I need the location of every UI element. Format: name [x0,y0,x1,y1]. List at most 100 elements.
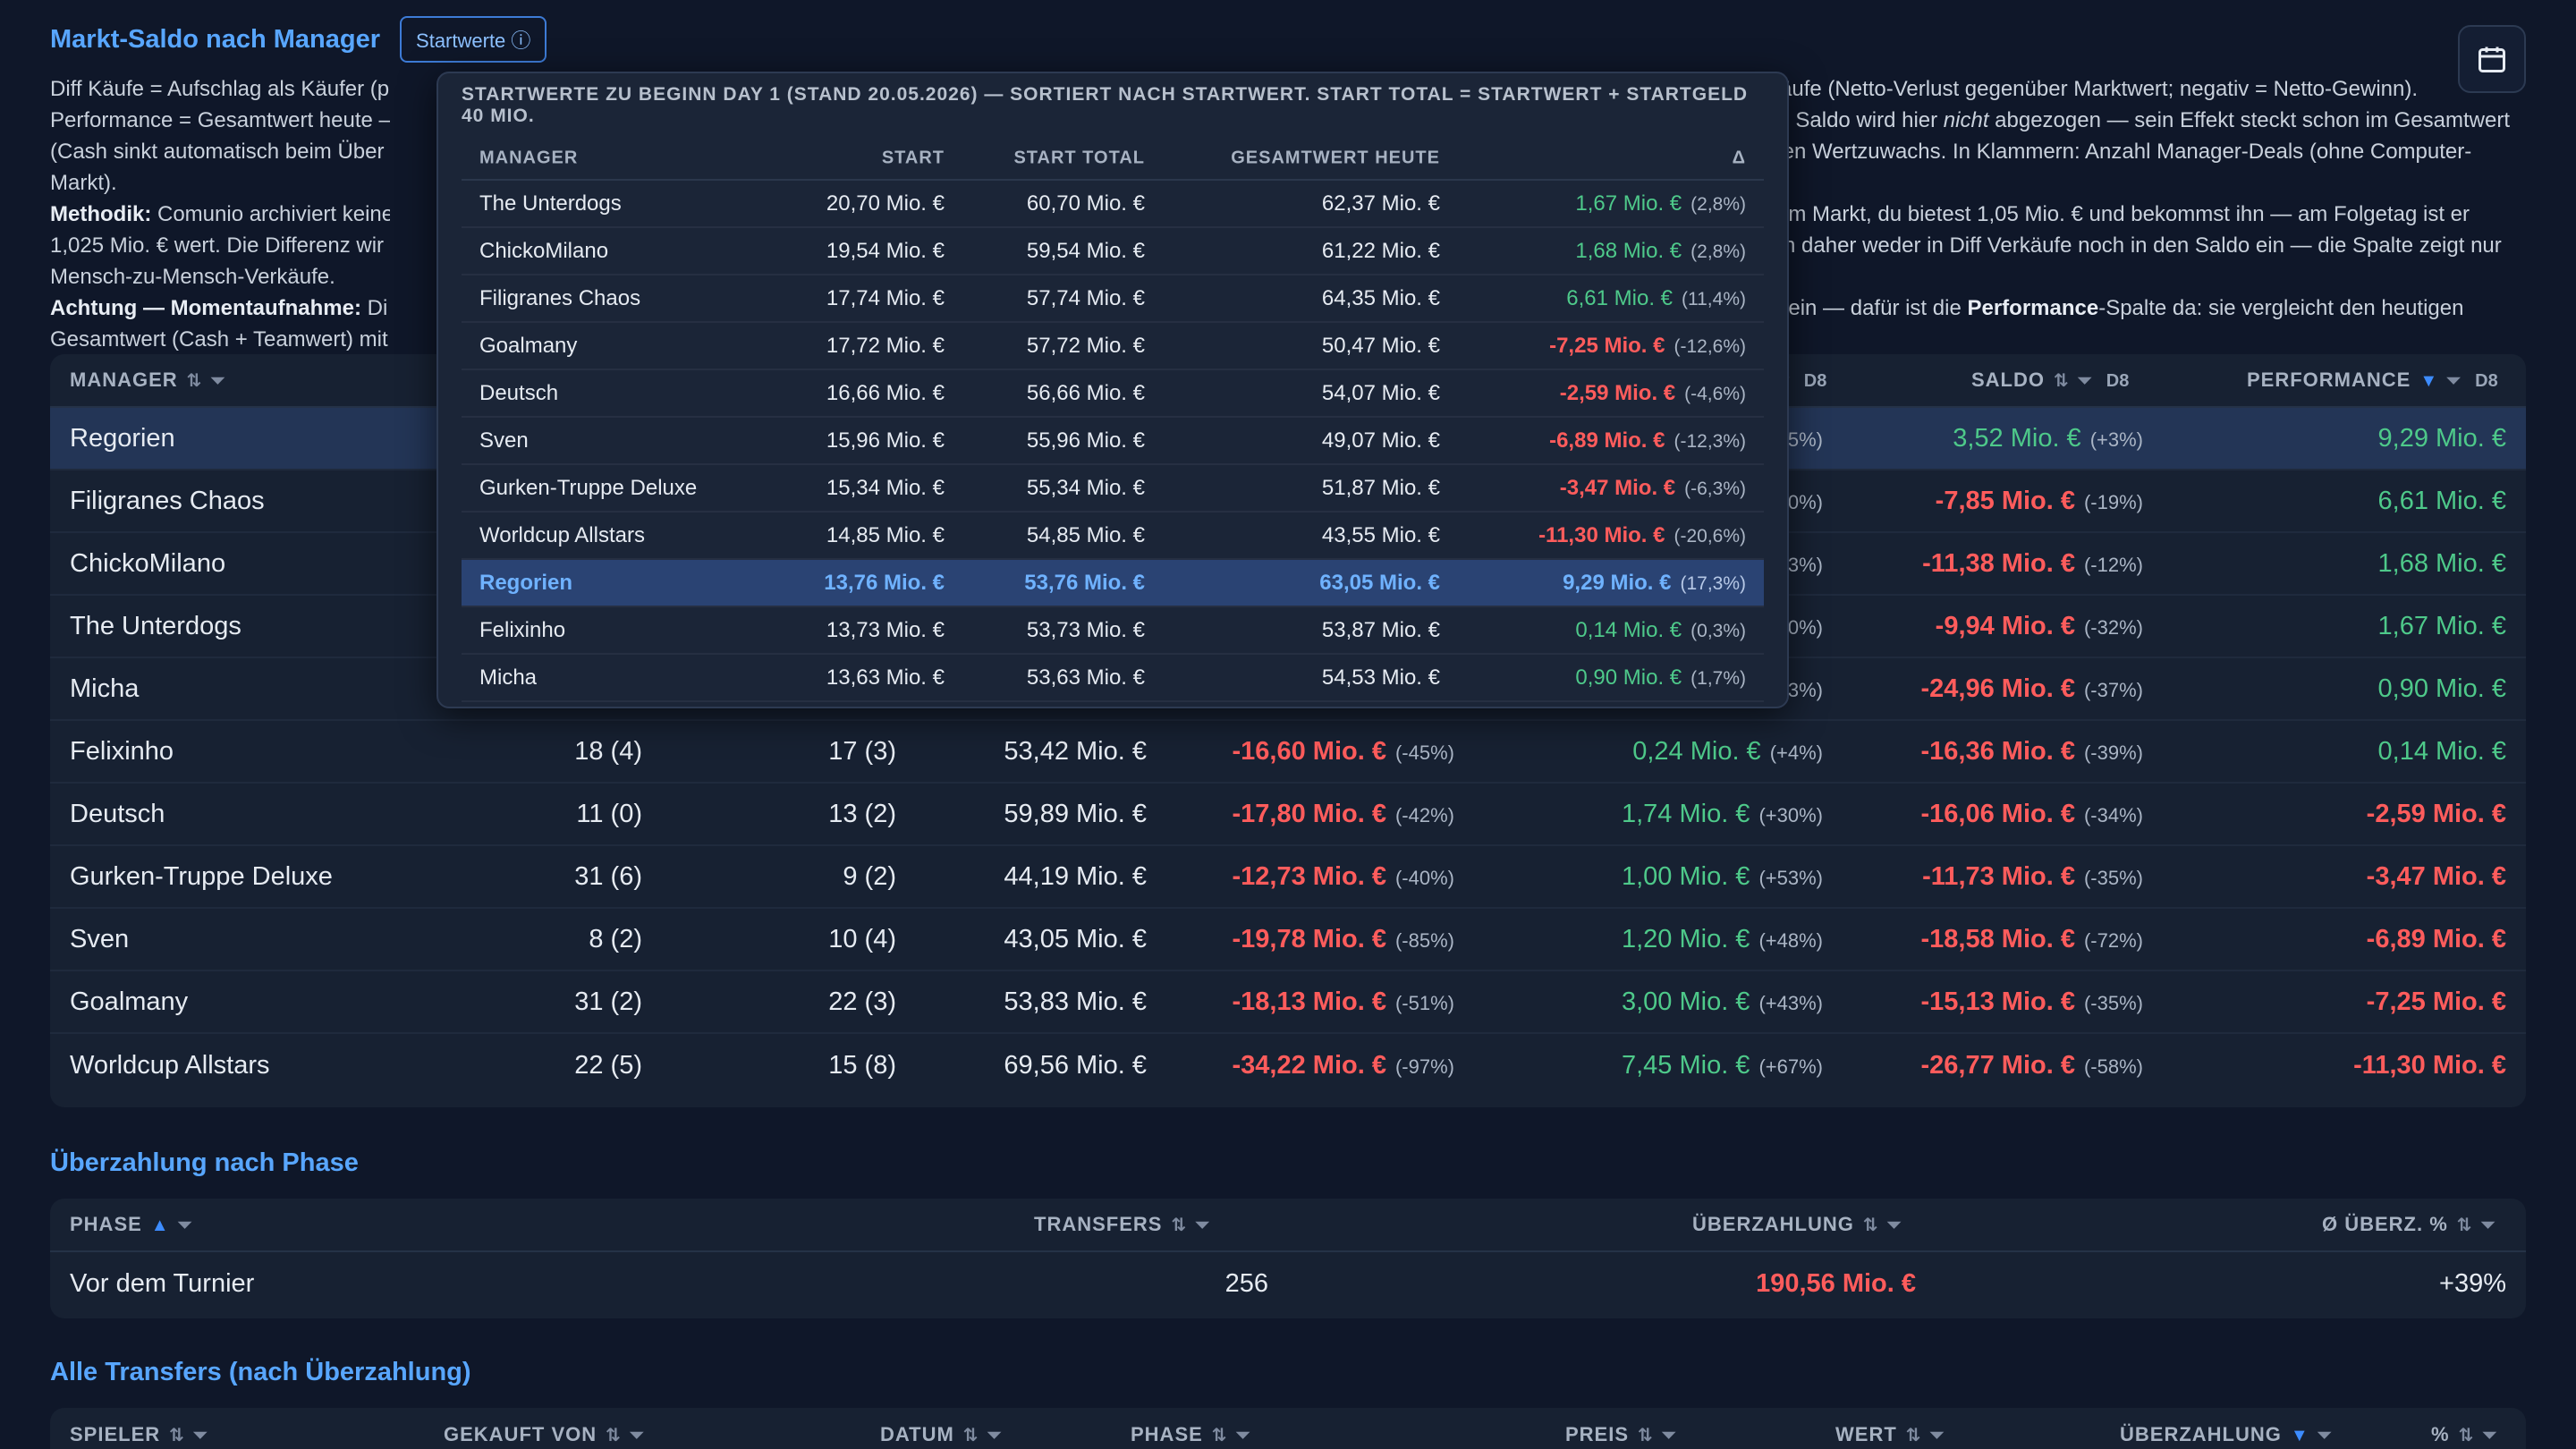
desc-line: Markt). [50,171,117,195]
col-header-saldo[interactable]: SALDO ⇅ ⏷ D8 [1971,369,2130,391]
popup-col-manager: MANAGER [479,148,579,168]
table-row[interactable]: Vor dem Turnier 256 190,56 Mio. € +39% [50,1252,2526,1315]
c1-cell: 31 (6) [574,861,642,891]
c3-cell: 59,89 Mio. € [1004,799,1147,828]
c2-cell: 17 (3) [828,736,896,766]
c5-cell: 7,45 Mio. € (+67%) [1621,1050,1823,1080]
sort-icon[interactable]: ⇅ [1171,1216,1187,1235]
popup-start-cell: 15,34 Mio. € [826,475,945,500]
filter-icon[interactable]: ⏷ [1929,1426,1945,1445]
col-header-wert[interactable]: WERT ⇅ ⏷ [1835,1423,1945,1445]
popup-gesamt-cell: 63,05 Mio. € [1319,570,1440,595]
popup-delta-cell: -2,59 Mio. € (-4,6%) [1559,380,1746,405]
sort-icon[interactable]: ⇅ [1211,1426,1227,1445]
filter-icon[interactable]: ⏷ [1195,1216,1210,1235]
col-header-performance[interactable]: PERFORMANCE ▼ ⏷ D8 [2247,369,2498,391]
col-header-ueberzahlung[interactable]: ÜBERZAHLUNG ▼ ⏷ [2120,1423,2332,1445]
sort-desc-icon[interactable]: ▼ [2290,1426,2309,1445]
popup-delta-cell: 9,29 Mio. € (17,3%) [1563,570,1746,595]
sort-icon[interactable]: ⇅ [606,1426,621,1445]
sort-icon[interactable]: ⇅ [2054,371,2069,391]
avg-cell: +39% [2439,1268,2506,1298]
col-header-manager[interactable]: MANAGER ⇅ ⏷ [70,369,225,391]
sort-icon[interactable]: ⇅ [2456,1216,2472,1235]
sort-desc-icon[interactable]: ▼ [2419,371,2438,391]
popup-col-delta: Δ [1732,148,1746,168]
saldo-cell: -15,13 Mio. € (-35%) [1920,987,2143,1016]
col-header-phase[interactable]: PHASE ▲ ⏷ [70,1213,192,1235]
sort-icon[interactable]: ⇅ [962,1426,979,1445]
c3-cell: 53,42 Mio. € [1004,736,1147,766]
sort-icon[interactable]: ⇅ [1638,1426,1653,1445]
popup-total-cell: 57,72 Mio. € [1026,333,1145,358]
performance-cell: 9,29 Mio. € [2377,423,2506,453]
filter-icon[interactable]: ⏷ [987,1426,1002,1445]
c1-cell: 22 (5) [574,1050,642,1080]
filter-icon[interactable]: ⏷ [1235,1426,1250,1445]
table-row[interactable]: Deutsch 11 (0) 13 (2) 59,89 Mio. € -17,80 Mi… [50,784,2526,846]
c4-cell: -16,60 Mio. € (-45%) [1232,736,1454,766]
filter-icon[interactable]: ⏷ [1661,1426,1676,1445]
col-header-spieler[interactable]: SPIELER ⇅ ⏷ [70,1423,208,1445]
manager-cell: The Unterdogs [70,611,242,640]
popup-manager-cell: Regorien [479,570,573,595]
desc-line: Methodik: Comunio archiviert keine [50,202,390,226]
table-row[interactable]: Gurken-Truppe Deluxe 31 (6) 9 (2) 44,19 Mio… [50,846,2526,909]
popup-gesamt-cell: 64,35 Mio. € [1321,285,1440,310]
saldo-cell: -16,36 Mio. € (-39%) [1920,736,2143,766]
sort-icon[interactable]: ⇅ [2458,1426,2474,1445]
col-header-pct[interactable]: % ⇅ ⏷ [2431,1423,2497,1445]
desc-line: 1,025 Mio. € wert. Die Differenz wir [50,233,385,258]
sort-icon[interactable]: ⇅ [169,1426,184,1445]
sort-icon[interactable]: ⇅ [186,371,202,391]
desc-line: Performance = Gesamtwert heute – [50,108,390,132]
startwerte-button[interactable]: Startwerte ⓘ [400,16,547,63]
filter-icon[interactable]: ⏷ [2480,1216,2496,1235]
popup-heading: STARTWERTE ZU BEGINN DAY 1 (STAND 20.05.… [462,84,1749,126]
col-header-avg[interactable]: Ø ÜBERZ. % ⇅ ⏷ [2322,1213,2496,1235]
sort-icon[interactable]: ⇅ [1905,1426,1921,1445]
table-row[interactable]: Sven 8 (2) 10 (4) 43,05 Mio. € -19,78 Mio. €… [50,909,2526,971]
filter-icon[interactable]: ⏷ [1886,1216,1902,1235]
popup-row: Goalmany 17,72 Mio. € 57,72 Mio. € 50,47 Mi… [462,323,1764,370]
desc-line: Mensch-zu-Mensch-Verkäufe. [50,265,335,289]
table-header: PHASE ▲ ⏷ TRANSFERS ⇅ ⏷ ÜBERZAHLUNG ⇅ ⏷ Ø ÜBER… [50,1199,2526,1252]
popup-delta-cell: -3,47 Mio. € (-6,3%) [1559,475,1746,500]
filter-icon[interactable]: ⏷ [177,1216,192,1235]
filter-icon[interactable]: ⏷ [2482,1426,2497,1445]
popup-gesamt-cell: 50,47 Mio. € [1321,333,1440,358]
table-row[interactable]: Worldcup Allstars 22 (5) 15 (8) 69,56 Mio. … [50,1034,2526,1097]
filter-icon[interactable]: ⏷ [629,1426,644,1445]
filter-icon[interactable]: ⏷ [2446,371,2462,391]
desc-line: nicht ein — dafür ist die Performance-Sp… [1737,296,2464,320]
table-row[interactable]: Felixinho 18 (4) 17 (3) 53,42 Mio. € -16,60 … [50,721,2526,784]
col-header-datum[interactable]: DATUM ⇅ ⏷ [880,1423,1002,1445]
popup-manager-cell: Sven [479,428,529,453]
popup-manager-cell: The Unterdogs [479,191,622,216]
col-header-phase[interactable]: PHASE ⇅ ⏷ [1131,1423,1250,1445]
filter-icon[interactable]: ⏷ [192,1426,208,1445]
popup-start-cell: 15,96 Mio. € [826,428,945,453]
col-header-transfers[interactable]: TRANSFERS ⇅ ⏷ [1034,1213,1210,1235]
popup-row: Micha 13,63 Mio. € 53,63 Mio. € 54,53 Mio. … [462,655,1764,702]
c4-cell: -17,80 Mio. € (-42%) [1232,799,1454,828]
c1-cell: 11 (0) [576,799,642,828]
sort-asc-icon[interactable]: ▲ [150,1216,169,1235]
c5-cell: 3,00 Mio. € (+43%) [1621,987,1823,1016]
col-header-preis[interactable]: PREIS ⇅ ⏷ [1565,1423,1676,1445]
col-header-ueberzahlung[interactable]: ÜBERZAHLUNG ⇅ ⏷ [1692,1213,1902,1235]
sort-icon[interactable]: ⇅ [1862,1216,1878,1235]
performance-cell: 0,14 Mio. € [2377,736,2506,766]
manager-cell: Deutsch [70,799,165,828]
popup-gesamt-cell: 54,07 Mio. € [1321,380,1440,405]
popup-row: Deutsch 16,66 Mio. € 56,66 Mio. € 54,07 Mio… [462,370,1764,418]
popup-col-start: START [881,148,945,168]
filter-icon[interactable]: ⏷ [210,371,225,391]
col-header-gekauft-von[interactable]: GEKAUFT VON ⇅ ⏷ [444,1423,644,1445]
saldo-cell: -7,85 Mio. € (-19%) [1935,486,2143,515]
calendar-button[interactable] [2458,25,2526,93]
filter-icon[interactable]: ⏷ [2077,371,2092,391]
popup-row: Worldcup Allstars 14,85 Mio. € 54,85 Mio. … [462,513,1764,560]
table-row[interactable]: Goalmany 31 (2) 22 (3) 53,83 Mio. € -18,13 M… [50,971,2526,1034]
filter-icon[interactable]: ⏷ [2317,1426,2332,1445]
